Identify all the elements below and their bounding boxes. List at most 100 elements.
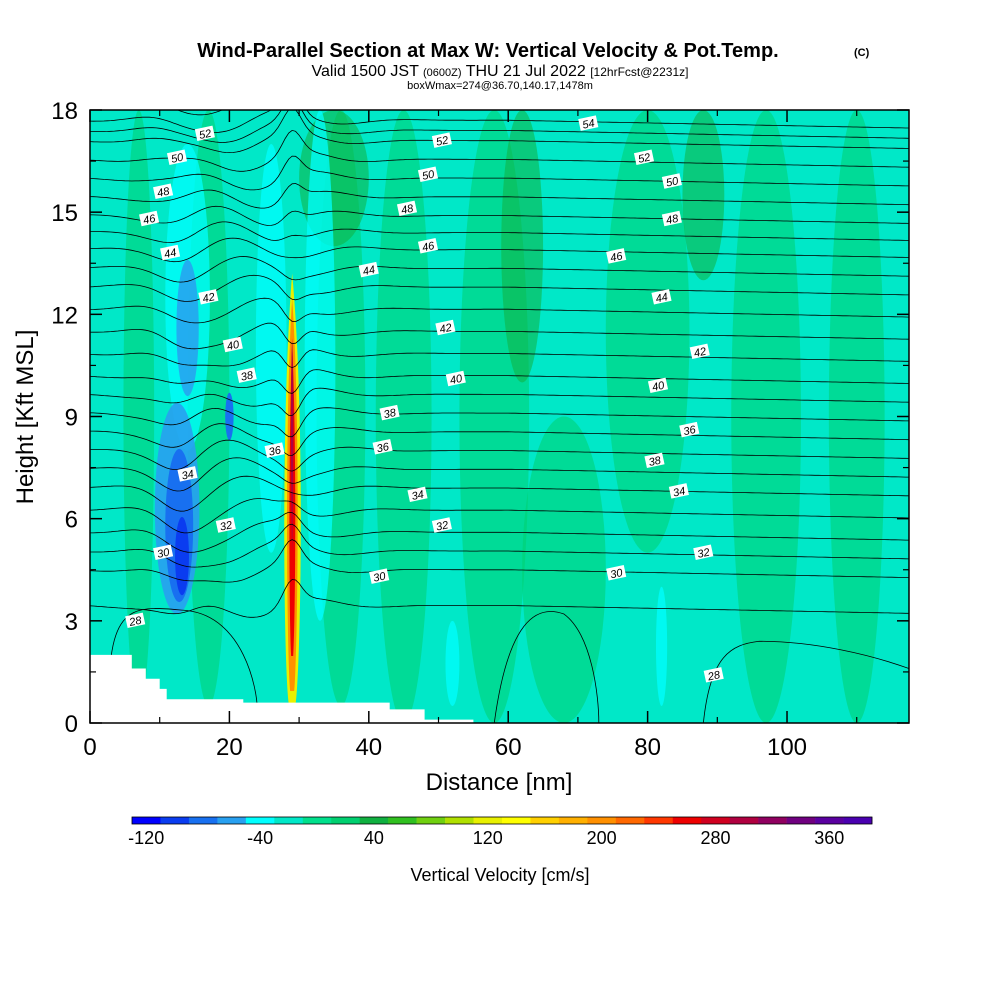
weak-downdraft-band bbox=[255, 144, 287, 553]
x-tick-label: 60 bbox=[495, 734, 522, 761]
theta-contour-label-text: 40 bbox=[651, 379, 666, 393]
theta-contour-line bbox=[90, 129, 909, 172]
colorbar-swatch bbox=[160, 817, 190, 824]
weak-updraft-band bbox=[682, 110, 725, 281]
theta-contour-label-text: 50 bbox=[170, 151, 185, 165]
x-tick-label: 20 bbox=[216, 734, 243, 761]
theta-contour-label: 50 bbox=[417, 166, 439, 183]
y-tick-label: 0 bbox=[65, 711, 78, 738]
theta-contour-label: 28 bbox=[125, 612, 146, 629]
theta-contour-label-text: 50 bbox=[665, 175, 680, 189]
title-mark: (C) bbox=[854, 47, 870, 59]
theta-contour-line bbox=[90, 110, 909, 143]
theta-contour-label: 34 bbox=[177, 466, 198, 483]
theta-contour-label: 48 bbox=[396, 200, 418, 217]
theta-contour-labels: 52 50 48 46 44 42 40 38 36 34 32 30 28 54 52 52 50 50 48 48… bbox=[125, 115, 724, 684]
colorbar-swatch bbox=[558, 817, 588, 824]
theta-contour-line bbox=[90, 523, 909, 568]
theta-contour-label-text: 28 bbox=[706, 669, 722, 684]
downdraft-spot bbox=[225, 392, 234, 441]
valid-utc: (0600Z) bbox=[423, 67, 462, 79]
theta-contour-label: 46 bbox=[139, 210, 160, 227]
theta-contour-label-text: 48 bbox=[665, 213, 680, 227]
y-tick-label: 18 bbox=[51, 98, 78, 125]
theta-contour-label-bg bbox=[396, 200, 418, 217]
colorbar-tick-labels: -120 -40 40 120 200 280 360 bbox=[128, 828, 844, 848]
theta-contour-label: 44 bbox=[160, 244, 181, 261]
theta-contour-label: 40 bbox=[445, 370, 466, 387]
theta-contour-line bbox=[90, 407, 909, 438]
theta-contour-line bbox=[90, 155, 909, 191]
theta-contour-label-text: 36 bbox=[682, 424, 697, 438]
theta-contour-label-bg bbox=[445, 370, 466, 387]
theta-contour-label: 54 bbox=[578, 115, 599, 132]
theta-contour-label-bg bbox=[651, 289, 672, 305]
theta-contour-label-text: 28 bbox=[127, 614, 143, 629]
theta-contour-label: 50 bbox=[166, 149, 188, 166]
valid-line: Valid 1500 JST (0600Z) THU 21 Jul 2022 [… bbox=[312, 63, 689, 80]
theta-contour-label-text: 42 bbox=[201, 291, 215, 305]
theta-contour-label-bg bbox=[160, 244, 181, 261]
colorbar-swatch bbox=[615, 817, 645, 824]
x-axis-label: Distance [nm] bbox=[426, 769, 573, 796]
theta-contour-label-bg bbox=[644, 452, 665, 469]
theta-contour-label-text: 52 bbox=[198, 128, 212, 142]
theta-contour-label: 38 bbox=[236, 367, 257, 384]
colorbar-swatch bbox=[331, 817, 360, 824]
theta-contour-label-text: 30 bbox=[609, 567, 624, 581]
theta-contour-line bbox=[90, 274, 909, 302]
theta-contour-label-bg bbox=[215, 517, 236, 533]
theta-contour-label-text: 40 bbox=[449, 373, 464, 387]
downdraft-core bbox=[175, 516, 189, 596]
theta-contour-label-text: 34 bbox=[411, 489, 425, 503]
theta-contour-label-text: 34 bbox=[181, 468, 195, 482]
theta-contour-label-text: 52 bbox=[637, 152, 651, 166]
theta-contour-line bbox=[90, 369, 909, 394]
colorbar-tick-label: 40 bbox=[364, 828, 384, 848]
theta-contour-label-bg bbox=[372, 438, 393, 455]
theta-contour-label-bg bbox=[222, 336, 243, 353]
colorbar-swatch bbox=[359, 817, 389, 824]
weak-updraft-band bbox=[522, 416, 606, 723]
theta-contour-label-bg bbox=[647, 377, 669, 394]
theta-contour-label: 52 bbox=[194, 125, 215, 142]
theta-contour-label-bg bbox=[417, 166, 439, 182]
weak-downdraft-band bbox=[445, 620, 460, 706]
theta-contour-label-text: 32 bbox=[219, 519, 233, 533]
theta-contour-label-text: 38 bbox=[648, 454, 663, 468]
theta-contour-label: 46 bbox=[606, 248, 627, 265]
y-tick-label: 12 bbox=[51, 302, 78, 329]
theta-contour-line bbox=[90, 387, 909, 416]
theta-contour-label-bg bbox=[166, 149, 188, 165]
theta-contour-label-text: 30 bbox=[372, 570, 387, 584]
downdraft-region bbox=[154, 259, 234, 615]
colorbar-swatch bbox=[672, 817, 702, 824]
colorbar-swatch bbox=[217, 817, 247, 824]
colorbar-swatch bbox=[502, 817, 531, 824]
theta-contour-label-text: 36 bbox=[268, 444, 283, 458]
theta-contour-label-bg bbox=[578, 115, 599, 131]
theta-contour-label: 38 bbox=[379, 404, 400, 421]
theta-contour-line bbox=[90, 256, 909, 283]
theta-contour-label-text: 32 bbox=[435, 519, 449, 533]
colorbar-swatch bbox=[587, 817, 617, 824]
colorbar-tick-label: 280 bbox=[700, 828, 730, 848]
theta-contour-label-bg bbox=[689, 343, 710, 360]
theta-contour-label-text: 34 bbox=[672, 485, 686, 499]
colorbar-swatch bbox=[188, 817, 218, 824]
theta-contour-label: 42 bbox=[689, 343, 710, 360]
theta-contour-label-text: 42 bbox=[438, 322, 452, 336]
theta-contour-label-bg bbox=[606, 564, 627, 581]
theta-contour-label: 38 bbox=[644, 452, 665, 469]
theta-contour-label-text: 46 bbox=[142, 213, 157, 227]
theta-contour-label-text: 44 bbox=[655, 291, 669, 305]
weak-downdraft-band bbox=[655, 586, 668, 706]
theta-contour-label-bg bbox=[431, 517, 452, 533]
colorbar-swatch bbox=[815, 817, 844, 824]
theta-contour-line bbox=[90, 237, 909, 263]
theta-contour-label-bg bbox=[703, 667, 724, 683]
y-tick-label: 6 bbox=[65, 507, 78, 534]
colorbar-swatch bbox=[843, 817, 873, 824]
colorbar-swatch bbox=[758, 817, 787, 824]
